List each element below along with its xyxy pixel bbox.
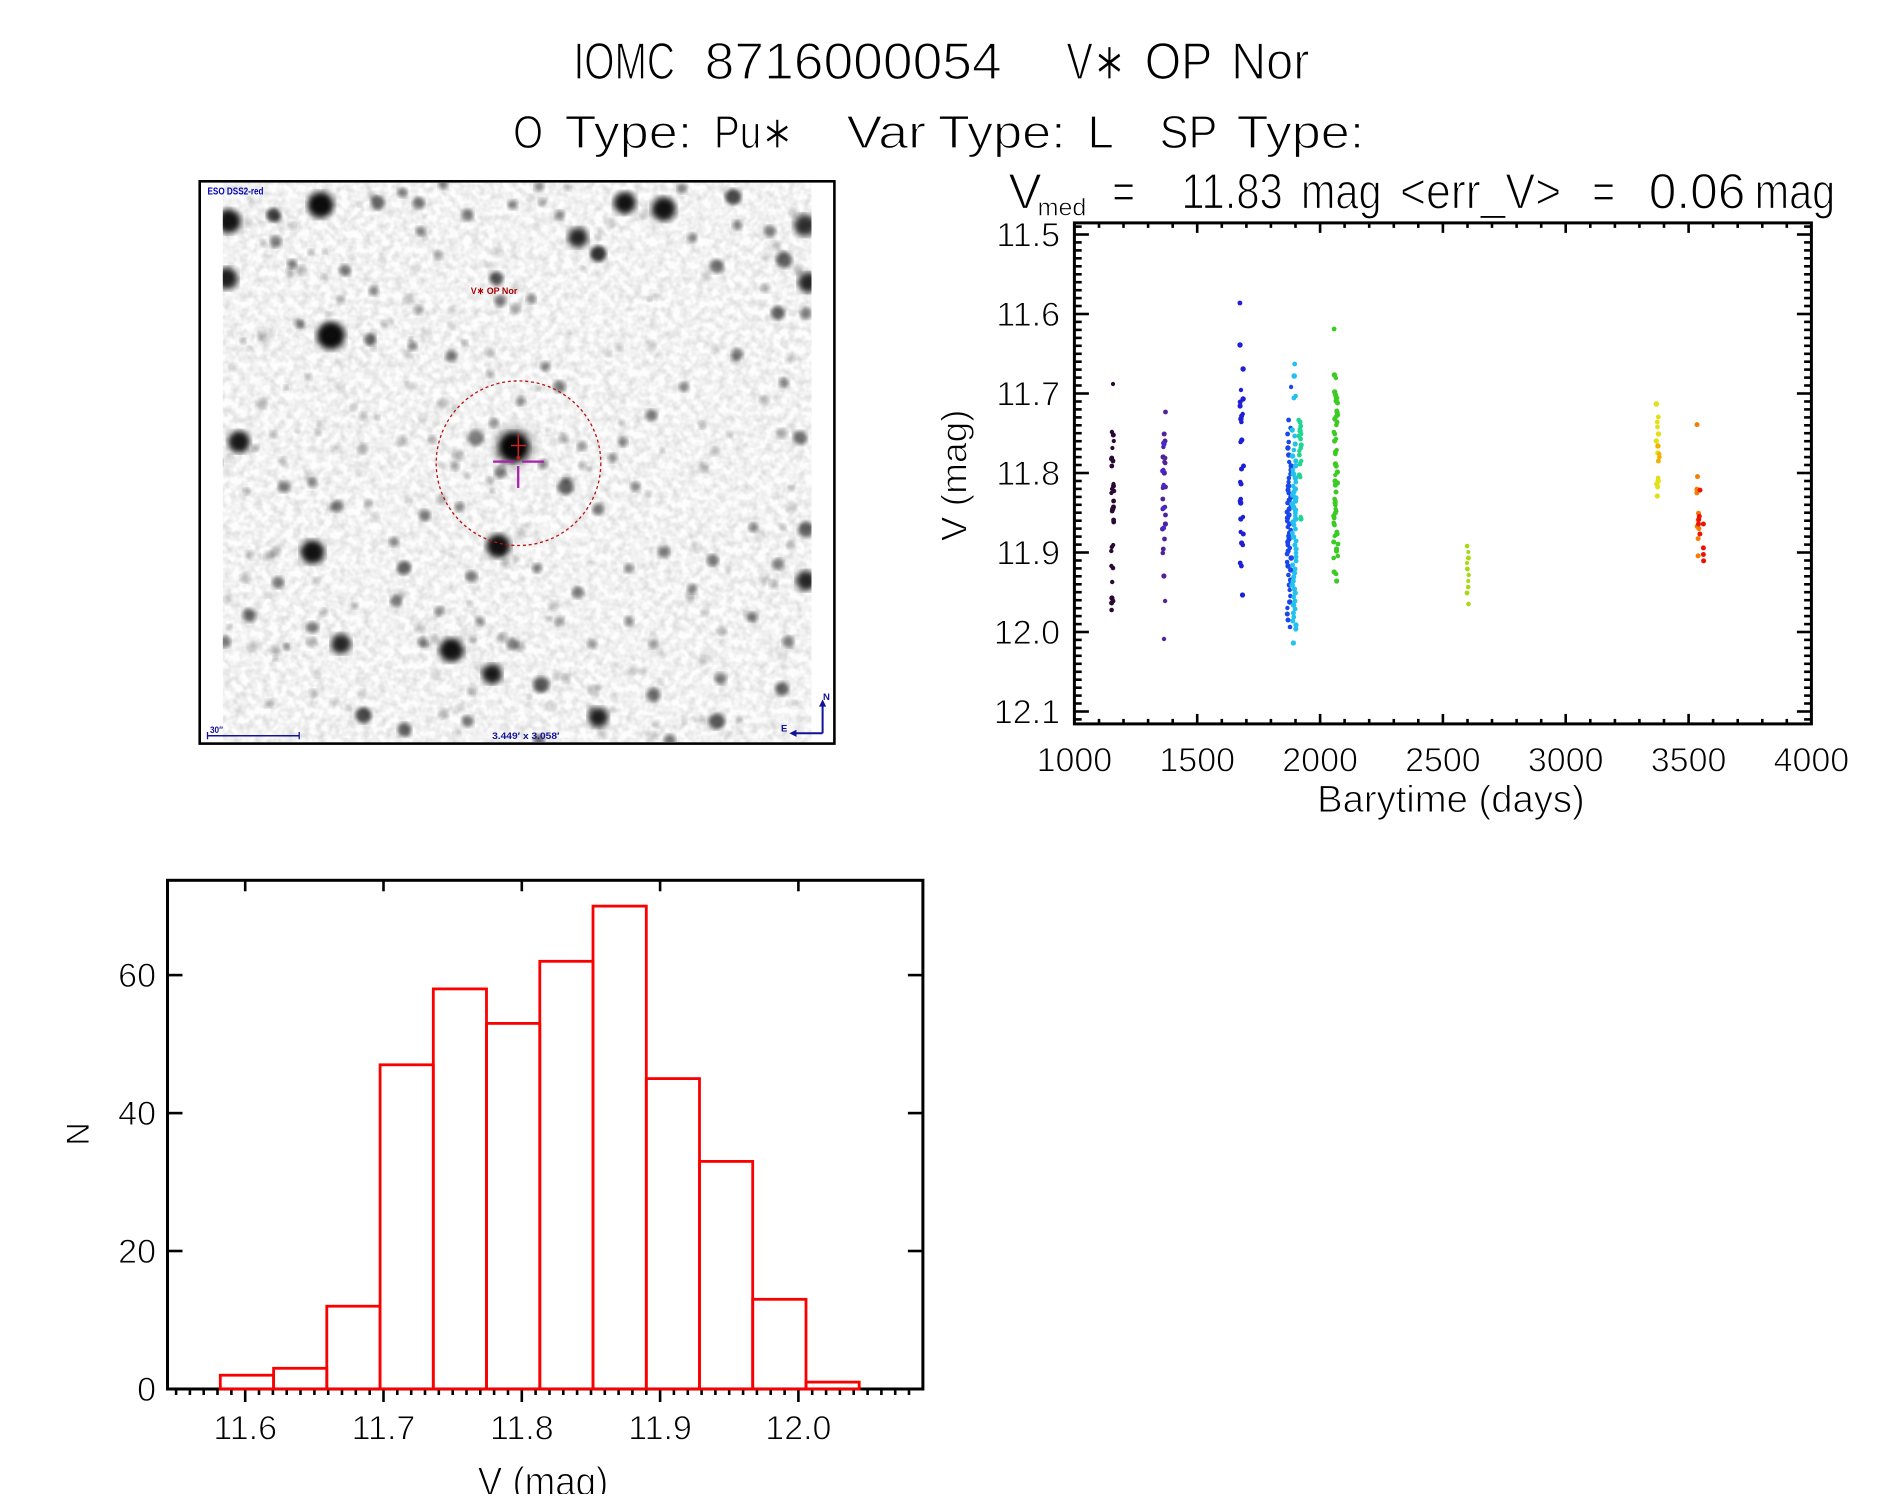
svg-text:Barytime (days): Barytime (days) [1317,779,1585,821]
svg-text:V: V [1008,163,1042,219]
svg-text:11.83: 11.83 [1181,163,1282,219]
svg-text:30″: 30″ [210,725,224,735]
svg-text:L: L [1087,106,1114,158]
svg-text:=: = [1592,163,1615,219]
svg-text:SP: SP [1160,106,1218,158]
svg-text:20: 20 [118,1233,156,1271]
svg-text:40: 40 [118,1095,156,1133]
svg-text:12.1: 12.1 [994,694,1060,732]
svg-text:11.9: 11.9 [628,1410,692,1448]
svg-text:3500: 3500 [1651,742,1727,780]
svg-text:8716000054: 8716000054 [705,33,1002,91]
svg-text:V∗ OP Nor: V∗ OP Nor [471,286,518,297]
svg-text:11.9: 11.9 [996,535,1060,573]
svg-text:3000: 3000 [1528,742,1604,780]
svg-text:11.6: 11.6 [213,1410,277,1448]
svg-text:Var: Var [847,106,927,158]
svg-text:11.8: 11.8 [490,1410,554,1448]
svg-text:12.0: 12.0 [765,1410,831,1448]
svg-text:N: N [60,1122,96,1145]
svg-text:Pu∗: Pu∗ [714,106,794,158]
svg-text:ESO DSS2-red: ESO DSS2-red [208,187,264,198]
svg-text:V (mag): V (mag) [478,1460,608,1494]
svg-text:=: = [1112,163,1135,219]
svg-text:11.7: 11.7 [996,376,1060,414]
svg-text:1000: 1000 [1037,742,1113,780]
svg-text:Type:: Type: [938,106,1066,158]
svg-text:11.7: 11.7 [352,1410,416,1448]
svg-text:0.06: 0.06 [1649,163,1746,219]
svg-text:11.8: 11.8 [996,455,1060,493]
svg-text:60: 60 [118,957,156,995]
svg-text:E: E [781,724,787,735]
svg-text:12.0: 12.0 [994,614,1060,652]
svg-text:Type:: Type: [565,106,693,158]
svg-text:Type:: Type: [1237,106,1365,158]
svg-text:med: med [1038,195,1087,222]
svg-text:mag: mag [1755,163,1836,219]
svg-text:4000: 4000 [1774,742,1850,780]
svg-text:2500: 2500 [1405,742,1481,780]
svg-text:3.449′ x 3.058′: 3.449′ x 3.058′ [492,731,560,742]
svg-text:O: O [513,106,543,158]
svg-text:11.5: 11.5 [996,217,1060,255]
svg-text:<err_V>: <err_V> [1400,163,1561,219]
svg-text:Nor: Nor [1231,33,1309,91]
svg-text:0: 0 [137,1371,156,1409]
svg-text:V (mag): V (mag) [934,410,975,542]
svg-text:N: N [823,692,830,703]
svg-text:V∗: V∗ [1067,33,1126,91]
svg-text:IOMC: IOMC [574,33,676,91]
svg-text:OP: OP [1145,33,1213,91]
svg-text:11.6: 11.6 [996,296,1060,334]
svg-text:1500: 1500 [1159,742,1235,780]
svg-text:2000: 2000 [1282,742,1358,780]
svg-text:mag: mag [1301,163,1382,219]
